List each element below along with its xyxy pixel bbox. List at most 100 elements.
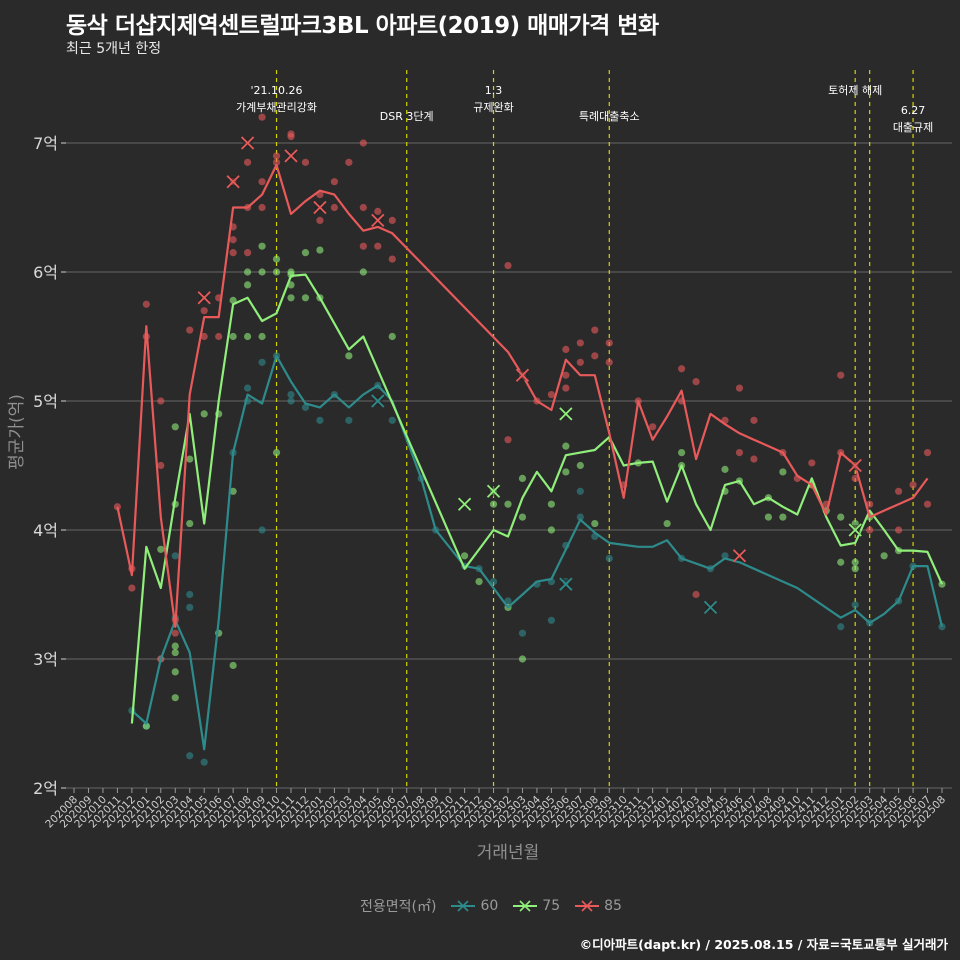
point-85: [359, 242, 367, 250]
point-85: [895, 487, 903, 495]
point-85: [244, 158, 252, 166]
point-60: [186, 752, 194, 760]
cross-marker-85: [732, 549, 747, 563]
point-75: [837, 513, 845, 521]
point-60: [388, 416, 396, 424]
point-85: [866, 500, 874, 508]
point-85: [244, 249, 252, 257]
point-85: [330, 178, 338, 186]
cross-marker-85: [371, 213, 385, 228]
point-60: [605, 554, 613, 562]
y-tick-label: 4억: [33, 521, 58, 540]
point-85: [837, 371, 845, 379]
point-85: [200, 332, 208, 341]
cross-marker-75: [457, 497, 472, 511]
point-85: [316, 216, 324, 224]
point-60: [576, 513, 584, 521]
legend-key-75: 75: [512, 898, 560, 914]
point-75: [461, 552, 469, 560]
point-85: [287, 130, 295, 138]
point-75: [547, 526, 556, 534]
y-tick-label: 6억: [33, 263, 58, 282]
point-75: [229, 296, 237, 304]
point-75: [359, 268, 367, 276]
point-75: [171, 423, 179, 431]
point-85: [330, 203, 338, 212]
point-85: [692, 590, 700, 599]
point-85: [229, 249, 237, 257]
point-85: [750, 455, 758, 463]
point-75: [475, 578, 483, 586]
cross-marker-85: [240, 136, 255, 150]
point-85: [735, 384, 744, 392]
point-75: [272, 268, 281, 276]
point-60: [518, 629, 527, 637]
page-subtitle: 최근 5개년 한정: [66, 41, 162, 57]
point-75: [258, 242, 266, 250]
point-85: [186, 326, 194, 334]
point-85: [200, 307, 208, 315]
event-label: DSR 3단계: [380, 110, 434, 123]
point-85: [735, 449, 744, 457]
cross-marker-85: [284, 149, 298, 163]
point-85: [142, 300, 150, 308]
point-75: [287, 294, 295, 302]
point-60: [301, 403, 310, 412]
legend: 전용면적(㎡) 60 75 85: [360, 896, 622, 916]
point-75: [186, 519, 194, 528]
y-tick-label: 3억: [33, 650, 58, 669]
point-75: [186, 455, 194, 463]
cross-marker-85: [515, 368, 530, 382]
point-85: [562, 345, 570, 353]
point-60: [504, 597, 512, 605]
point-75: [880, 552, 888, 560]
event-label: '21.10.26: [251, 84, 303, 97]
point-85: [229, 236, 237, 244]
point-60: [186, 590, 194, 599]
point-75: [764, 513, 773, 521]
point-75: [316, 246, 324, 254]
point-75: [171, 642, 179, 650]
point-85: [649, 423, 657, 431]
source-caption: ©디아파트(dapt.kr) / 2025.08.15 / 자료=국토교통부 실…: [579, 937, 948, 952]
point-85: [113, 503, 121, 511]
point-60: [837, 623, 845, 631]
cross-marker-60: [703, 600, 718, 615]
point-60: [576, 487, 584, 495]
point-85: [866, 526, 874, 534]
point-85: [808, 459, 816, 467]
legend-title: 전용면적(㎡): [360, 899, 437, 915]
point-85: [171, 629, 179, 637]
point-85: [374, 242, 382, 250]
legend-swatch-75: [513, 900, 538, 912]
point-75: [591, 519, 599, 528]
point-75: [663, 519, 671, 528]
legend-key-60: 60: [450, 898, 498, 914]
point-75: [562, 442, 570, 450]
point-85: [851, 474, 859, 482]
point-60: [721, 552, 729, 560]
point-75: [518, 655, 527, 663]
point-85: [562, 371, 570, 379]
point-85: [272, 152, 281, 160]
event-label: 특례대출축소: [579, 110, 640, 123]
cross-marker-85: [848, 458, 862, 473]
point-75: [851, 565, 859, 573]
point-75: [258, 268, 266, 276]
point-85: [678, 365, 686, 373]
point-75: [504, 500, 512, 508]
point-75: [301, 249, 310, 257]
event-label: 가계부채관리강화: [236, 101, 317, 114]
point-85: [692, 378, 700, 386]
point-75: [272, 449, 281, 457]
point-85: [562, 384, 570, 392]
point-60: [287, 397, 295, 405]
point-75: [301, 294, 310, 302]
point-85: [547, 390, 556, 399]
point-60: [244, 384, 252, 392]
point-60: [489, 578, 498, 586]
point-85: [157, 461, 165, 470]
point-85: [388, 255, 396, 263]
point-75: [229, 487, 237, 495]
